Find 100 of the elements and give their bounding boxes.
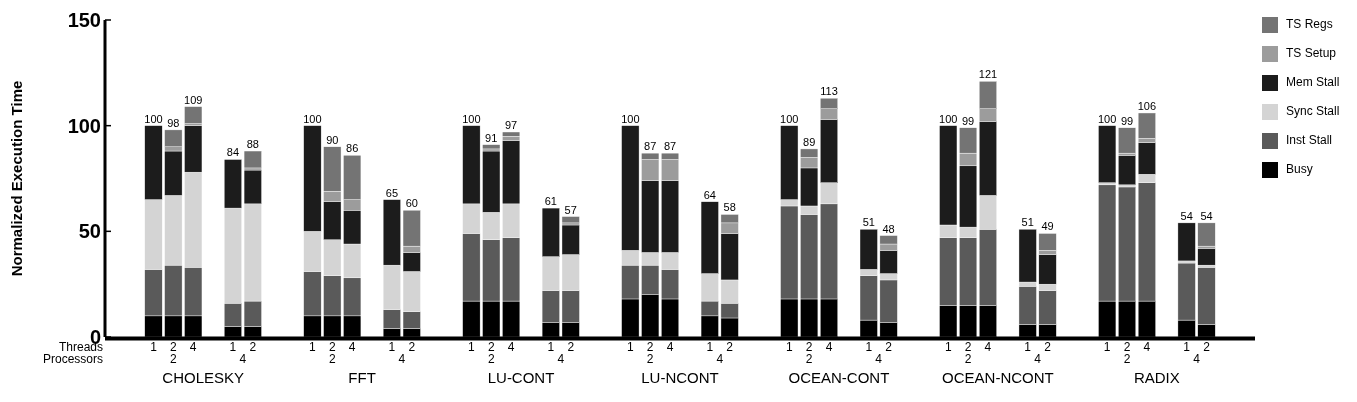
total-label: 100 <box>462 112 481 125</box>
x-tick-label: 1 <box>1183 340 1191 354</box>
x-tick-label: 2 <box>964 340 972 354</box>
total-label: 65 <box>385 186 399 199</box>
total-label: 87 <box>644 140 657 153</box>
legend-label: TS Regs <box>1286 17 1333 32</box>
total-label: 109 <box>184 93 203 106</box>
x-tick-label: 1 <box>1103 340 1111 354</box>
text: RADIX <box>1133 369 1180 386</box>
x-tick-label: 2 <box>487 340 495 354</box>
text: 2 <box>328 352 336 366</box>
total-label: 100 <box>1098 112 1117 125</box>
text: LU-CONT <box>487 369 555 386</box>
total-label: 64 <box>703 188 716 201</box>
total-label: 51 <box>1021 216 1034 229</box>
text: 2 <box>646 352 654 366</box>
x-tick-label: 1 <box>785 340 793 354</box>
text: OCEAN-CONT <box>788 369 890 386</box>
x-tick-label: 2 <box>646 340 654 354</box>
total-label: 88 <box>246 138 259 151</box>
x-tick-label: 2 <box>805 340 813 354</box>
x-tick-label: 2 <box>885 340 893 354</box>
legend-label: TS Setup <box>1286 46 1337 61</box>
total-label: 113 <box>820 85 838 98</box>
x-tick-label: 1 <box>468 340 476 354</box>
y-axis-title: Normalized Execution Time <box>8 80 25 277</box>
text: 2 <box>170 352 177 366</box>
total-label: 97 <box>504 119 518 132</box>
x-tick-label: 1 <box>1024 340 1032 354</box>
total-label: 90 <box>326 133 339 146</box>
total-label: 57 <box>564 203 577 216</box>
total-label: 106 <box>1137 99 1157 112</box>
x-tick-label: 2 <box>726 340 734 354</box>
text: 4 <box>1034 352 1042 366</box>
x-tick-label: 2 <box>249 340 257 354</box>
x-tick-label: 2 <box>408 340 416 354</box>
x-tick-label: 2 <box>567 340 575 354</box>
total-label: 51 <box>862 216 875 229</box>
x-tick-label: 2 <box>170 340 177 354</box>
legend-label: Sync Stall <box>1286 104 1340 119</box>
x-tick-label: 1 <box>626 340 634 354</box>
x-tick-label: 4 <box>348 340 356 354</box>
total-label: 98 <box>167 116 180 129</box>
text: 2 <box>964 352 972 366</box>
x-tick-label: 1 <box>944 340 952 354</box>
x-tick-label: 2 <box>1123 340 1131 354</box>
total-label: 84 <box>226 146 240 159</box>
text: 2 <box>1123 352 1131 366</box>
x-tick-label: 1 <box>309 340 317 354</box>
total-label: 48 <box>882 222 895 235</box>
total-label: 100 <box>939 112 958 125</box>
text: 4 <box>557 352 565 366</box>
text: 4 <box>716 352 724 366</box>
y-tick-label: 150 <box>67 9 101 31</box>
legend-label: Inst Stall <box>1286 133 1333 148</box>
x-tick-label: 2 <box>1203 340 1211 354</box>
text: 2 <box>805 352 813 366</box>
total-label: 54 <box>1200 209 1213 222</box>
text: FFT <box>348 369 376 386</box>
legend-label: Mem Stall <box>1286 75 1340 90</box>
x-tick-label: 4 <box>1143 340 1151 354</box>
total-label: 89 <box>803 135 816 148</box>
y-tick-label: 50 <box>78 220 101 243</box>
x-tick-label: 2 <box>1044 340 1052 354</box>
total-label: 61 <box>544 195 557 208</box>
total-label: 54 <box>1180 209 1193 222</box>
text: Processors <box>42 352 103 366</box>
text: CHOLESKY <box>162 369 244 386</box>
total-label: 49 <box>1041 220 1054 233</box>
text: 4 <box>239 352 247 366</box>
text: OCEAN-NCONT <box>942 369 1054 386</box>
x-tick-label: 4 <box>984 340 992 354</box>
x-tick-label: 4 <box>825 340 833 354</box>
text: 2 <box>487 352 495 366</box>
x-tick-label: 1 <box>229 340 237 354</box>
legend-label: Busy <box>1286 162 1313 177</box>
x-tick-label: 4 <box>666 340 674 354</box>
text: 4 <box>1193 352 1201 366</box>
total-label: 100 <box>303 112 322 125</box>
total-label: 99 <box>961 114 975 127</box>
x-tick-label: 4 <box>507 340 515 354</box>
x-tick-label: 1 <box>706 340 714 354</box>
x-tick-label: 1 <box>150 340 158 354</box>
total-label: 100 <box>621 112 640 125</box>
total-label: 58 <box>723 201 736 214</box>
text: 4 <box>875 352 883 366</box>
total-label: 87 <box>663 140 677 153</box>
x-tick-label: 1 <box>388 340 396 354</box>
total-label: 100 <box>144 112 163 125</box>
y-tick-label: 100 <box>67 114 101 137</box>
total-label: 91 <box>485 131 498 144</box>
total-label: 99 <box>1120 114 1134 127</box>
x-tick-label: 1 <box>547 340 555 354</box>
text: 4 <box>398 352 406 366</box>
total-label: 86 <box>346 142 359 155</box>
total-label: 60 <box>405 197 418 210</box>
text: LU-NCONT <box>641 369 719 386</box>
total-label: 100 <box>780 112 799 125</box>
total-label: 121 <box>978 68 998 81</box>
x-tick-label: 1 <box>865 340 873 354</box>
